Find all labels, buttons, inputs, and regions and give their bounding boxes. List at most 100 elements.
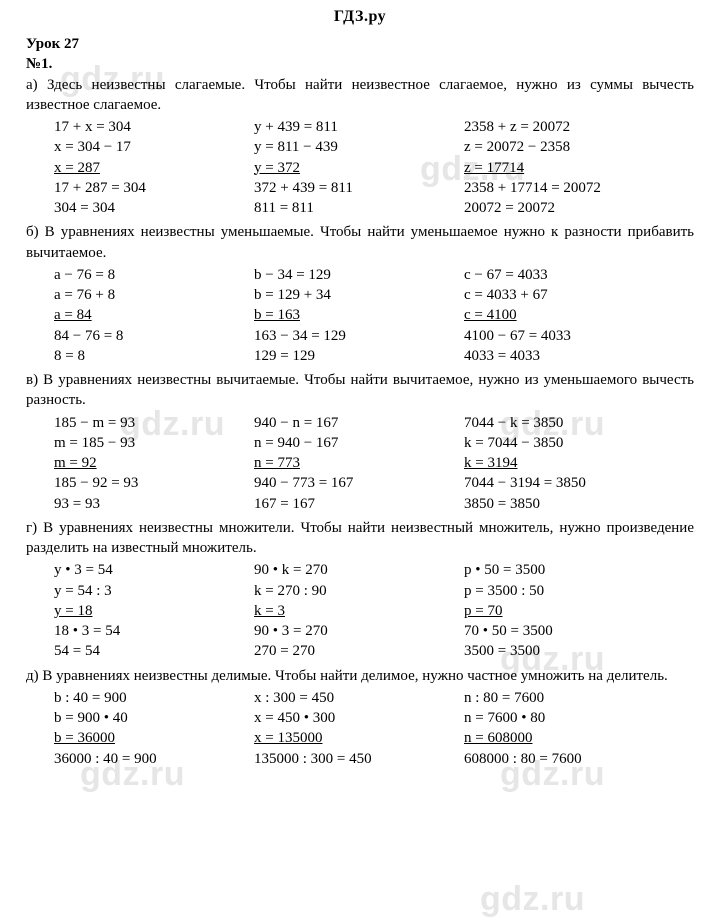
section-d-col3: n : 80 = 7600 n = 7600 • 80 n = 608000 6…: [464, 688, 694, 769]
section-a-cols: 17 + x = 304 x = 304 − 17 x = 287 17 + 2…: [26, 117, 694, 218]
eq-line: 940 − n = 167: [254, 413, 464, 433]
section-b-cols: a − 76 = 8 a = 76 + 8 a = 84 84 − 76 = 8…: [26, 265, 694, 366]
eq-line: c − 67 = 4033: [464, 265, 694, 285]
eq-line: a − 76 = 8: [54, 265, 254, 285]
section-d: д) В уравнениях неизвестны делимые. Чтоб…: [26, 666, 694, 769]
eq-line: y + 439 = 811: [254, 117, 464, 137]
eq-line: 167 = 167: [254, 494, 464, 514]
eq-line: 18 • 3 = 54: [54, 621, 254, 641]
eq-line: b = 129 + 34: [254, 285, 464, 305]
eq-line: a = 76 + 8: [54, 285, 254, 305]
eq-line-answer: n = 608000: [464, 728, 694, 748]
eq-line: 4100 − 67 = 4033: [464, 326, 694, 346]
eq-line: x = 450 • 300: [254, 708, 464, 728]
eq-line: 608000 : 80 = 7600: [464, 749, 694, 769]
section-b-col2: b − 34 = 129 b = 129 + 34 b = 163 163 − …: [254, 265, 464, 366]
eq-line: 3850 = 3850: [464, 494, 694, 514]
eq-line: n : 80 = 7600: [464, 688, 694, 708]
eq-line-answer: y = 18: [54, 601, 254, 621]
page-header: ГДЗ.ру: [0, 0, 720, 30]
eq-line: y = 811 − 439: [254, 137, 464, 157]
eq-line: z = 20072 − 2358: [464, 137, 694, 157]
eq-line-answer: z = 17714: [464, 158, 694, 178]
eq-line: 70 • 50 = 3500: [464, 621, 694, 641]
section-d-intro: д) В уравнениях неизвестны делимые. Чтоб…: [26, 666, 694, 686]
eq-line: 811 = 811: [254, 198, 464, 218]
section-v-col2: 940 − n = 167 n = 940 − 167 n = 773 940 …: [254, 413, 464, 514]
eq-line: 372 + 439 = 811: [254, 178, 464, 198]
eq-line: x = 304 − 17: [54, 137, 254, 157]
eq-line: b = 900 • 40: [54, 708, 254, 728]
section-b-col3: c − 67 = 4033 c = 4033 + 67 c = 4100 410…: [464, 265, 694, 366]
eq-line: 36000 : 40 = 900: [54, 749, 254, 769]
eq-line-answer: p = 70: [464, 601, 694, 621]
section-v-intro: в) В уравнениях неизвестны вычитаемые. Ч…: [26, 370, 694, 411]
eq-line: 7044 − k = 3850: [464, 413, 694, 433]
section-a-intro: а) Здесь неизвестны слагаемые. Чтобы най…: [26, 75, 694, 116]
eq-line-answer: b = 163: [254, 305, 464, 325]
section-g-cols: y • 3 = 54 y = 54 : 3 y = 18 18 • 3 = 54…: [26, 560, 694, 661]
section-g-intro: г) В уравнениях неизвестны множители. Чт…: [26, 518, 694, 559]
section-v-col1: 185 − m = 93 m = 185 − 93 m = 92 185 − 9…: [54, 413, 254, 514]
eq-line: 7044 − 3194 = 3850: [464, 473, 694, 493]
eq-line: 163 − 34 = 129: [254, 326, 464, 346]
section-a-col2: y + 439 = 811 y = 811 − 439 y = 372 372 …: [254, 117, 464, 218]
section-a-col3: 2358 + z = 20072 z = 20072 − 2358 z = 17…: [464, 117, 694, 218]
section-b-intro: б) В уравнениях неизвестны уменьшаемые. …: [26, 222, 694, 263]
eq-line-answer: m = 92: [54, 453, 254, 473]
problem-number: №1.: [26, 54, 694, 74]
eq-line: 3500 = 3500: [464, 641, 694, 661]
eq-line: b : 40 = 900: [54, 688, 254, 708]
eq-line: 2358 + z = 20072: [464, 117, 694, 137]
eq-line: 90 • 3 = 270: [254, 621, 464, 641]
eq-line: 20072 = 20072: [464, 198, 694, 218]
watermark: gdz.ru: [480, 880, 585, 919]
section-a: а) Здесь неизвестны слагаемые. Чтобы най…: [26, 75, 694, 219]
eq-line: 54 = 54: [54, 641, 254, 661]
eq-line: p = 3500 : 50: [464, 581, 694, 601]
eq-line: 270 = 270: [254, 641, 464, 661]
section-v-cols: 185 − m = 93 m = 185 − 93 m = 92 185 − 9…: [26, 413, 694, 514]
eq-line-answer: y = 372: [254, 158, 464, 178]
eq-line: k = 270 : 90: [254, 581, 464, 601]
section-g-col3: p • 50 = 3500 p = 3500 : 50 p = 70 70 • …: [464, 560, 694, 661]
eq-line: 2358 + 17714 = 20072: [464, 178, 694, 198]
eq-line: 129 = 129: [254, 346, 464, 366]
eq-line-answer: b = 36000: [54, 728, 254, 748]
eq-line: 185 − 92 = 93: [54, 473, 254, 493]
content: Урок 27 №1. а) Здесь неизвестны слагаемы…: [0, 30, 720, 769]
eq-line: p • 50 = 3500: [464, 560, 694, 580]
section-b-col1: a − 76 = 8 a = 76 + 8 a = 84 84 − 76 = 8…: [54, 265, 254, 366]
eq-line: y = 54 : 3: [54, 581, 254, 601]
eq-line: 135000 : 300 = 450: [254, 749, 464, 769]
eq-line-answer: c = 4100: [464, 305, 694, 325]
section-d-col1: b : 40 = 900 b = 900 • 40 b = 36000 3600…: [54, 688, 254, 769]
eq-line: 940 − 773 = 167: [254, 473, 464, 493]
eq-line: 8 = 8: [54, 346, 254, 366]
eq-line: 17 + x = 304: [54, 117, 254, 137]
section-g-col1: y • 3 = 54 y = 54 : 3 y = 18 18 • 3 = 54…: [54, 560, 254, 661]
eq-line: 4033 = 4033: [464, 346, 694, 366]
section-g: г) В уравнениях неизвестны множители. Чт…: [26, 518, 694, 662]
eq-line: b − 34 = 129: [254, 265, 464, 285]
eq-line-answer: k = 3: [254, 601, 464, 621]
section-v-col3: 7044 − k = 3850 k = 7044 − 3850 k = 3194…: [464, 413, 694, 514]
eq-line: 17 + 287 = 304: [54, 178, 254, 198]
section-a-col1: 17 + x = 304 x = 304 − 17 x = 287 17 + 2…: [54, 117, 254, 218]
eq-line: n = 7600 • 80: [464, 708, 694, 728]
eq-line: c = 4033 + 67: [464, 285, 694, 305]
eq-line-answer: n = 773: [254, 453, 464, 473]
eq-line: y • 3 = 54: [54, 560, 254, 580]
section-g-col2: 90 • k = 270 k = 270 : 90 k = 3 90 • 3 =…: [254, 560, 464, 661]
section-b: б) В уравнениях неизвестны уменьшаемые. …: [26, 222, 694, 366]
section-v: в) В уравнениях неизвестны вычитаемые. Ч…: [26, 370, 694, 514]
section-d-col2: x : 300 = 450 x = 450 • 300 x = 135000 1…: [254, 688, 464, 769]
eq-line-answer: x = 287: [54, 158, 254, 178]
eq-line-answer: a = 84: [54, 305, 254, 325]
eq-line-answer: x = 135000: [254, 728, 464, 748]
section-d-cols: b : 40 = 900 b = 900 • 40 b = 36000 3600…: [26, 688, 694, 769]
eq-line: 93 = 93: [54, 494, 254, 514]
eq-line: n = 940 − 167: [254, 433, 464, 453]
eq-line: k = 7044 − 3850: [464, 433, 694, 453]
eq-line: x : 300 = 450: [254, 688, 464, 708]
